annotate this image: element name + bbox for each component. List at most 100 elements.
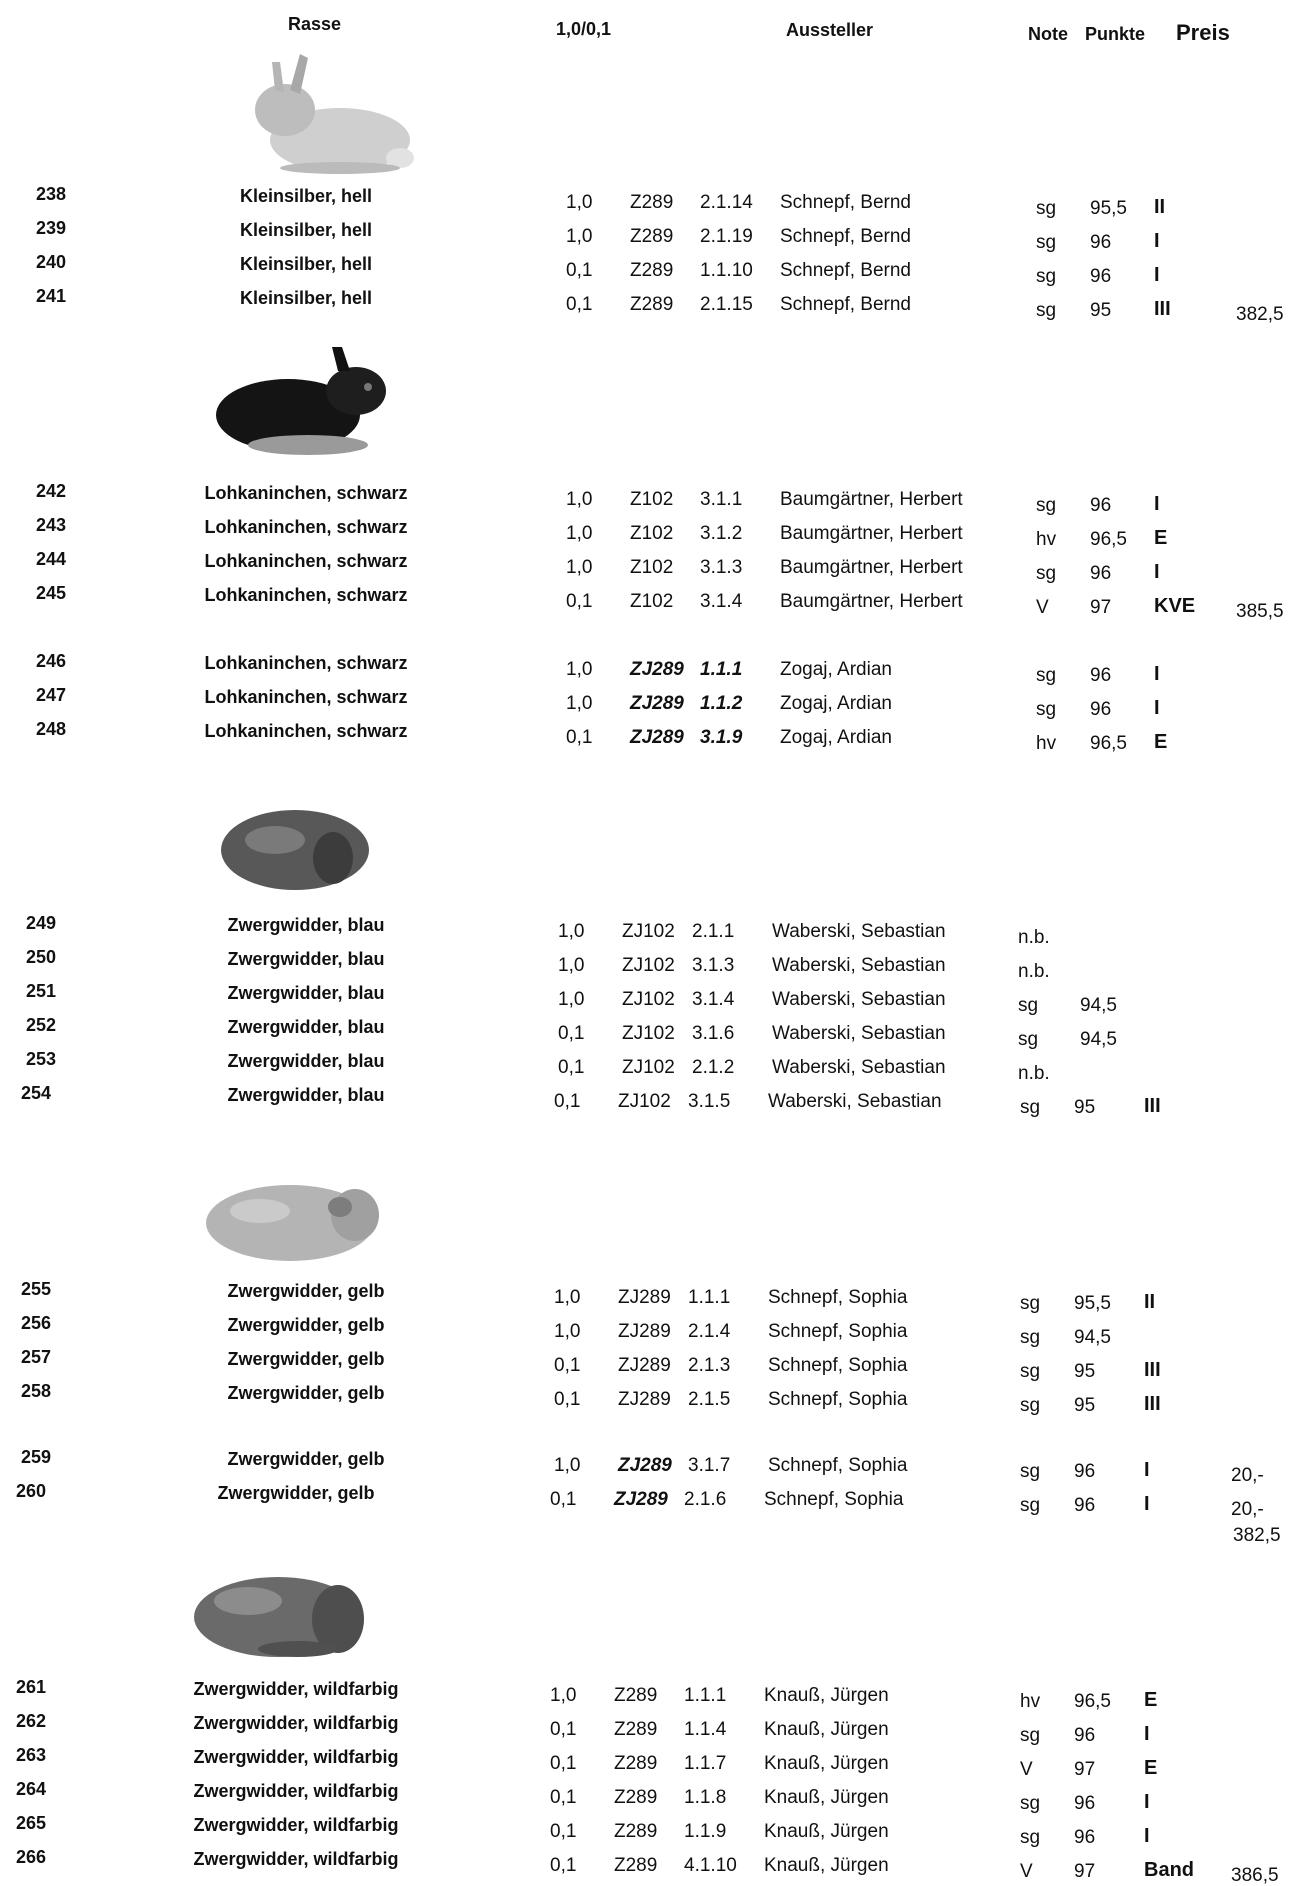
row-aussteller: Waberski, Sebastian [772,921,946,942]
row-sex: 1,0 [558,955,585,976]
row-punkte: 97 [1090,597,1112,618]
row-tattoo: Z102 [630,489,674,510]
row-nummer: 2.1.14 [700,192,753,213]
row-preis: E [1154,731,1168,753]
row-nummer: 2.1.3 [688,1355,731,1376]
row-rasse: Zwergwidder, gelb [227,1349,385,1369]
row-preis: I [1154,264,1160,286]
row-tattoo: Z289 [614,1821,658,1842]
row-aussteller: Knauß, Jürgen [764,1787,889,1808]
row-aussteller: Waberski, Sebastian [772,989,946,1010]
row-rasse: Kleinsilber, hell [239,186,373,206]
row-note: sg [1020,1793,1041,1814]
row-tattoo: ZJ289 [630,693,684,714]
rabbit-zwergwidder-blau-icon [221,810,369,890]
row-preis: E [1154,527,1168,549]
row-rasse: Lohkaninchen, schwarz [204,483,408,503]
row-note: sg [1020,1461,1041,1482]
row-nummer: 2.1.4 [688,1321,731,1342]
row-aussteller: Waberski, Sebastian [772,955,946,976]
row-number: 258 [21,1381,52,1401]
row-rasse: Kleinsilber, hell [239,288,373,308]
row-note: sg [1036,563,1057,584]
row-tattoo: ZJ102 [622,955,675,976]
row-number: 250 [26,947,57,967]
row-preis: Band [1144,1859,1194,1881]
row-rasse: Lohkaninchen, schwarz [204,551,408,571]
row-rasse: Zwergwidder, blau [227,1017,385,1037]
row-sex: 0,1 [550,1855,577,1876]
row-punkte: 94,5 [1074,1327,1111,1348]
row-aussteller: Schnepf, Bernd [780,294,911,315]
header-punkte: Punkte [1085,24,1146,44]
row-punkte: 95 [1074,1097,1096,1118]
row-rasse: Zwergwidder, wildfarbig [193,1679,399,1699]
row-note: sg [1020,1327,1041,1348]
row-tattoo: ZJ102 [622,989,675,1010]
row-preis: E [1144,1689,1158,1711]
row-rasse: Zwergwidder, wildfarbig [193,1849,399,1869]
row-aussteller: Waberski, Sebastian [772,1023,946,1044]
row-rasse: Zwergwidder, wildfarbig [193,1815,399,1835]
row-punkte: 96 [1074,1793,1096,1814]
row-rasse: Zwergwidder, wildfarbig [193,1713,399,1733]
row-tattoo: ZJ289 [630,727,684,748]
row-nummer: 3.1.4 [692,989,735,1010]
row-note: sg [1036,495,1057,516]
rabbit-zwergwidder-gelb-icon [206,1185,379,1261]
row-punkte: 96 [1090,665,1112,686]
row-sex: 1,0 [566,192,593,213]
row-punkte: 94,5 [1080,995,1117,1016]
header-note: Note [1028,24,1068,44]
row-nummer: 2.1.6 [684,1489,727,1510]
row-nummer: 2.1.2 [692,1057,735,1078]
row-aussteller: Schnepf, Sophia [768,1389,908,1410]
row-note: sg [1020,1495,1041,1516]
row-tattoo: Z102 [630,523,674,544]
row-rasse: Lohkaninchen, schwarz [204,687,408,707]
row-number: 264 [16,1779,47,1799]
row-tattoo: Z289 [614,1753,658,1774]
row-rasse: Zwergwidder, gelb [227,1281,385,1301]
row-nummer: 4.1.10 [684,1855,737,1876]
row-tattoo: ZJ289 [618,1389,671,1410]
row-preis: I [1154,697,1160,719]
row-nummer: 3.1.1 [700,489,743,510]
row-aussteller: Baumgärtner, Herbert [780,489,963,510]
row-nummer: 3.1.4 [700,591,743,612]
row-tattoo: ZJ102 [618,1091,671,1112]
row-aussteller: Schnepf, Sophia [768,1287,908,1308]
row-punkte: 96 [1074,1461,1096,1482]
row-number: 252 [26,1015,57,1035]
row-sex: 1,0 [566,557,593,578]
row-summe: 385,5 [1236,601,1284,622]
row-tattoo: Z289 [614,1855,658,1876]
row-tattoo: Z289 [630,294,674,315]
row-number: 239 [36,218,67,238]
row-punkte: 95,5 [1074,1293,1111,1314]
row-punkte: 96,5 [1090,733,1127,754]
row-rasse: Lohkaninchen, schwarz [204,585,408,605]
row-summe: 20,- [1231,1465,1264,1486]
row-tattoo: ZJ289 [618,1321,671,1342]
row-sex: 1,0 [554,1287,581,1308]
row-aussteller: Baumgärtner, Herbert [780,591,963,612]
row-aussteller: Schnepf, Bernd [780,226,911,247]
row-note: sg [1018,995,1039,1016]
row-aussteller: Waberski, Sebastian [772,1057,946,1078]
row-sex: 1,0 [566,489,593,510]
row-nummer: 1.1.1 [700,659,743,680]
row-note: sg [1020,1293,1041,1314]
row-aussteller: Baumgärtner, Herbert [780,557,963,578]
row-rasse: Zwergwidder, gelb [217,1483,375,1503]
row-aussteller: Waberski, Sebastian [768,1091,942,1112]
row-rasse: Zwergwidder, gelb [227,1315,385,1335]
row-preis: III [1144,1095,1161,1117]
row-aussteller: Schnepf, Bernd [780,192,911,213]
row-sex: 0,1 [554,1355,581,1376]
row-sex: 0,1 [550,1821,577,1842]
row-punkte: 95 [1074,1361,1096,1382]
row-rasse: Zwergwidder, blau [227,1085,385,1105]
row-aussteller: Zogaj, Ardian [780,727,892,748]
row-punkte: 96 [1074,1495,1096,1516]
